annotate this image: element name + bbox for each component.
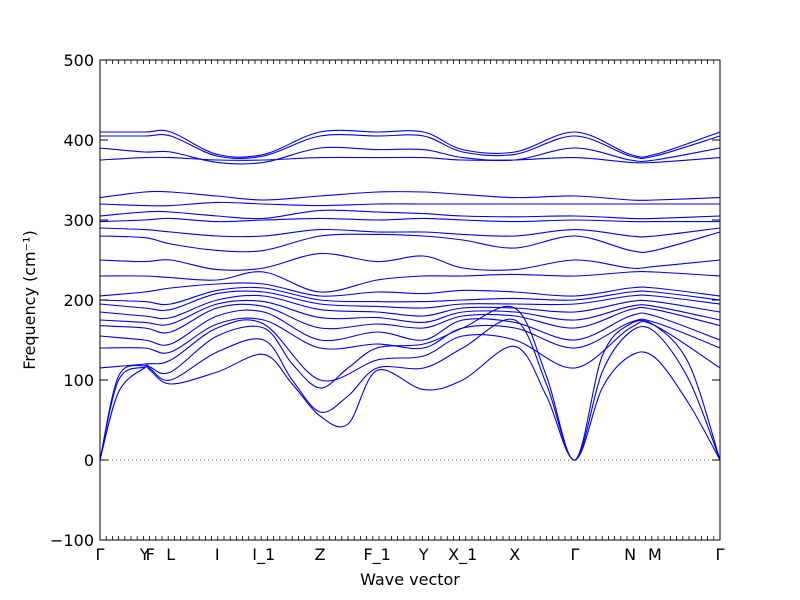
- band-line-1: [99, 345, 721, 461]
- x-tick-label: F: [146, 545, 155, 564]
- band-line-2: [99, 318, 721, 461]
- x-tick-label: Y: [418, 545, 429, 564]
- x-tick-label: L: [166, 545, 175, 564]
- band-line-17: [99, 217, 720, 223]
- y-tick-label: 100: [63, 371, 94, 390]
- y-axis-ticks: −100 0 100 200 300 400 500: [50, 51, 720, 550]
- x-tick-label: N: [624, 545, 636, 564]
- band-line-9: [99, 294, 721, 320]
- y-axis-label: Frequency (cm⁻¹): [20, 230, 39, 369]
- band-line-19: [99, 201, 720, 207]
- y-tick-label: 300: [63, 211, 94, 230]
- band-line-23: [100, 133, 721, 160]
- x-tick-label: Z: [315, 545, 326, 564]
- band-line-24: [100, 129, 721, 158]
- x-tick-label: Γ: [96, 545, 105, 564]
- band-line-22: [99, 146, 721, 165]
- band-line-18: [99, 209, 721, 220]
- x-tick-label: I: [215, 545, 220, 564]
- x-axis-label: Wave vector: [360, 570, 460, 589]
- x-tick-label: Γ: [570, 545, 579, 564]
- x-tick-label: X: [509, 545, 520, 564]
- band-line-4: [99, 319, 721, 382]
- band-lines: [99, 129, 721, 461]
- band-line-5: [99, 317, 721, 354]
- y-tick-label: 200: [63, 291, 94, 310]
- x-axis-ticks: Γ YF L I I_1 Z F_1 Y X_1 X Γ N M Γ: [96, 60, 725, 565]
- band-line-14: [99, 253, 721, 271]
- band-line-13: [99, 270, 721, 293]
- band-line-7: [99, 303, 721, 334]
- band-line-11: [99, 286, 721, 306]
- band-line-21: [99, 156, 721, 164]
- band-line-10: [99, 290, 721, 312]
- x-tick-label: M: [648, 545, 662, 564]
- band-line-8: [99, 299, 721, 326]
- x-tick-label: I_1: [252, 545, 275, 565]
- band-line-12: [99, 282, 721, 297]
- y-tick-label: −100: [50, 531, 94, 550]
- x-tick-label: Γ: [716, 545, 725, 564]
- band-line-20: [99, 190, 721, 201]
- plot-frame: [99, 59, 721, 541]
- y-tick-label: 500: [63, 51, 94, 70]
- y-tick-label: 0: [84, 451, 94, 470]
- band-line-15: [99, 231, 721, 254]
- x-tick-label: F_1: [363, 545, 390, 565]
- band-line-16: [99, 227, 721, 238]
- x-tick-label: X_1: [448, 545, 477, 565]
- y-tick-label: 400: [63, 131, 94, 150]
- band-line-6: [99, 309, 721, 346]
- x-tick-label: Y: [139, 545, 150, 564]
